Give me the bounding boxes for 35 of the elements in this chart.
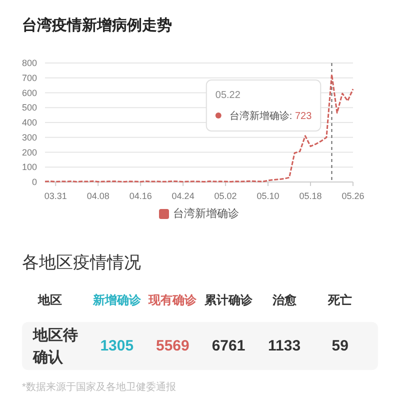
category-label: 新增确诊 xyxy=(92,293,142,307)
annotation: 05.22 台湾新增确诊: 723 xyxy=(215,90,312,122)
data-label: 1133 xyxy=(268,338,301,354)
text: *数据来源于国家及各地卫健委通报 xyxy=(22,381,176,393)
text: 地区 xyxy=(37,293,62,307)
data-label: 5569 xyxy=(156,338,190,354)
y-tick-label: 200 xyxy=(22,147,37,158)
x-tick-label: 05.18 xyxy=(299,191,322,201)
x-tick-label: 04.24 xyxy=(172,191,194,201)
data-label: 59 xyxy=(332,338,348,354)
x-tick-label: 04.16 xyxy=(129,191,152,201)
series-label: 地区待确认 xyxy=(32,326,78,366)
x-tick-label: 05.02 xyxy=(214,191,237,201)
category-label: 累计确诊 xyxy=(204,293,254,307)
y-tick-label: 500 xyxy=(22,102,37,113)
y-tick-label: 0 xyxy=(32,177,37,187)
x-tick-label: 03.31 xyxy=(44,191,67,201)
x-tick-label: 05.10 xyxy=(256,191,280,201)
legend-label: 台湾新增确诊 xyxy=(173,207,239,220)
y-tick-label: 400 xyxy=(22,118,37,128)
data-label: 1305 xyxy=(100,338,134,354)
y-tick-label: 600 xyxy=(22,88,37,98)
x-tick-label: 04.08 xyxy=(86,191,110,201)
text: 各地区疫情情况 xyxy=(22,253,141,272)
line-series xyxy=(44,74,354,182)
chart-title: 台湾疫情新增病例走势 xyxy=(22,16,172,34)
category-label: 治愈 xyxy=(271,293,298,307)
category-label: 死亡 xyxy=(327,293,352,307)
y-tick-label: 800 xyxy=(22,58,37,68)
y-tick-label: 100 xyxy=(22,162,37,172)
x-tick-label: 05.26 xyxy=(342,191,364,201)
data-label: 6761 xyxy=(212,338,246,354)
y-tick-label: 700 xyxy=(22,72,37,83)
y-tick-label: 300 xyxy=(22,132,37,142)
category-label: 现有确诊 xyxy=(148,293,198,307)
